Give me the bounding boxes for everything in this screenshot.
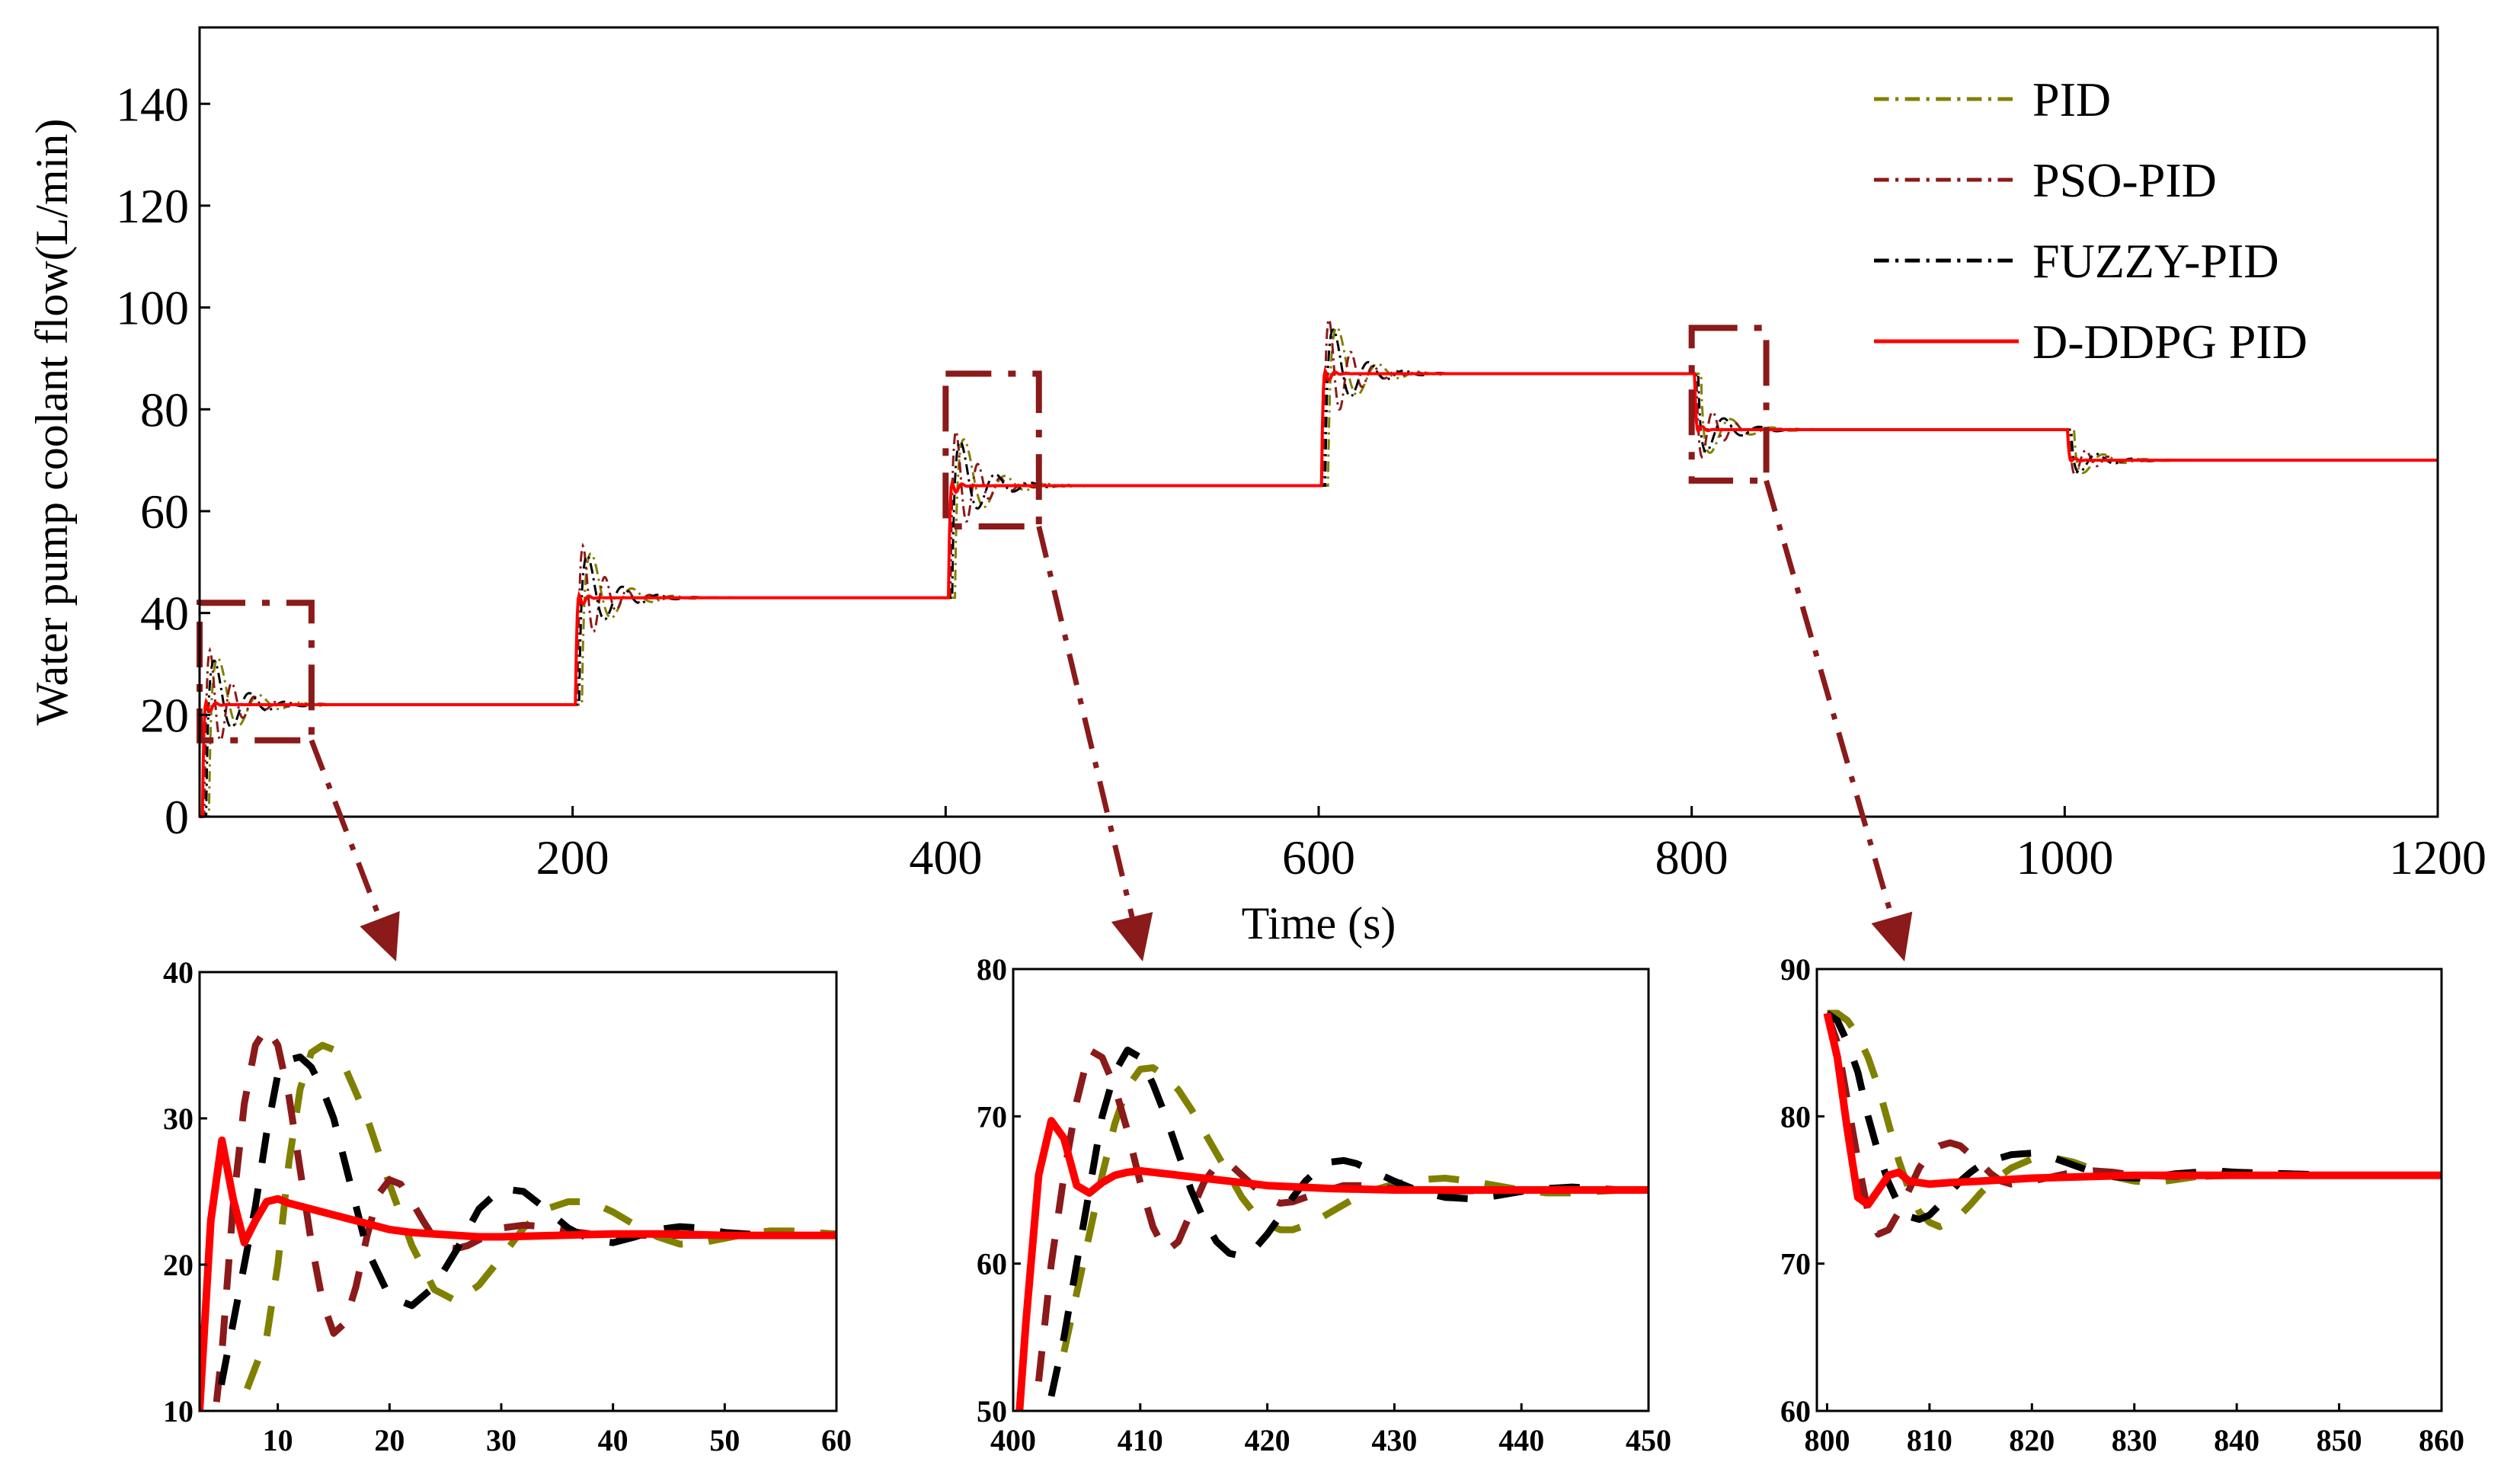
main-series-line <box>200 328 2438 818</box>
legend-label: PID <box>2032 72 2111 126</box>
zoom-series-group <box>1823 1009 2442 1238</box>
zoom-chart-2: 400 410 420 430 440 450 50 60 70 80 <box>977 952 1671 1457</box>
zoom-arrow-line <box>309 739 382 920</box>
zoom-x-tick-label: 840 <box>2214 1423 2259 1457</box>
zoom-x-tick-label: 20 <box>374 1423 405 1457</box>
zoom-x-tick-label: 60 <box>821 1423 852 1457</box>
zoom-charts-group: 10 20 30 40 50 60 10 20 30 40 400 410 420 430 440 450 50… <box>163 952 2464 1457</box>
zoom-box <box>197 600 315 744</box>
zoom-arrow-head <box>360 911 400 961</box>
legend-label: D-DDPG PID <box>2032 315 2307 369</box>
zoom-series-line <box>212 1024 836 1411</box>
zoom-series-line <box>1824 1010 2442 1224</box>
main-x-tick-label: 800 <box>1655 830 1729 884</box>
zoom-y-tick-label: 90 <box>1780 952 1811 987</box>
zoom-x-tick-label: 10 <box>263 1423 293 1457</box>
zoom-series-line <box>1060 1064 1649 1353</box>
zoom-x-tick-label: 800 <box>1804 1423 1850 1457</box>
main-x-tick-label: 1000 <box>2016 830 2113 884</box>
zoom-x-tick-label: 50 <box>709 1423 740 1457</box>
main-ticks-group: 200 400 600 800 1000 1200 0 20 40 60 80 100 120 140 <box>116 77 2486 884</box>
zoom-y-tick-label: 10 <box>163 1394 193 1428</box>
main-x-tick-label: 1200 <box>2389 830 2486 884</box>
main-y-axis-label: Water pump coolant flow(L/min) <box>27 119 77 726</box>
main-y-tick-label: 80 <box>140 382 189 437</box>
zoom-x-tick-label: 400 <box>990 1423 1036 1457</box>
zoom-y-tick-label: 80 <box>1780 1099 1811 1134</box>
main-series-line <box>200 315 2438 818</box>
zoom-plot-frame <box>198 971 838 1412</box>
zoom-arrow-line <box>1764 479 1895 919</box>
zoom-x-tick-label: 440 <box>1498 1423 1544 1457</box>
zoom-arrow-head <box>1871 911 1913 961</box>
zoom-y-tick-label: 20 <box>163 1248 193 1282</box>
zoom-y-tick-label: 60 <box>977 1247 1007 1281</box>
main-y-tick-label: 20 <box>140 688 189 742</box>
zoom-x-tick-label: 830 <box>2112 1423 2157 1457</box>
zoom-x-tick-label: 430 <box>1371 1423 1417 1457</box>
main-x-axis-label: Time (s) <box>1242 898 1396 948</box>
zoom-series-line <box>1015 1117 1649 1411</box>
zoom-y-tick-label: 70 <box>977 1099 1007 1134</box>
zoom-x-tick-label: 450 <box>1626 1423 1671 1457</box>
zoom-x-tick-label: 420 <box>1245 1423 1290 1457</box>
zoom-series-line <box>200 1136 836 1411</box>
zoom-series-line <box>213 1053 836 1411</box>
zoom-y-tick-label: 80 <box>977 952 1007 987</box>
zoom-box <box>942 370 1042 530</box>
zoom-series-line <box>1035 1046 1649 1382</box>
zoom-y-tick-label: 70 <box>1780 1247 1811 1281</box>
zoom-chart-1: 10 20 30 40 50 60 10 20 30 40 <box>163 955 852 1457</box>
zoom-arrows-group <box>309 479 1913 961</box>
zoom-series-line <box>1823 1012 2442 1209</box>
zoom-y-tick-label: 60 <box>1780 1394 1811 1428</box>
zoom-x-tick-label: 850 <box>2317 1423 2362 1457</box>
zoom-box <box>1688 325 1770 484</box>
main-x-tick-label: 400 <box>909 830 982 884</box>
main-x-tick-label: 200 <box>536 830 609 884</box>
main-y-tick-label: 140 <box>116 77 189 131</box>
main-y-tick-label: 40 <box>140 587 189 641</box>
zoom-x-tick-label: 810 <box>1907 1423 1952 1457</box>
zoom-series-line <box>1824 1012 2442 1238</box>
legend-label: PSO-PID <box>2032 153 2217 207</box>
zoom-x-tick-label: 30 <box>486 1423 516 1457</box>
main-chart: 200 400 600 800 1000 1200 0 20 40 60 80 100 120 140 T… <box>27 26 2486 948</box>
zoom-arrow-head <box>1111 912 1153 961</box>
zoom-chart-3: 800 810 820 830 840 850 860 60 70 80 90 <box>1780 952 2464 1457</box>
zoom-y-tick-label: 50 <box>977 1394 1007 1428</box>
main-series-line <box>200 326 2438 818</box>
main-series-group <box>200 315 2438 818</box>
zoom-series-group <box>200 1024 836 1411</box>
main-y-tick-label: 100 <box>116 281 189 335</box>
main-y-tick-label: 120 <box>116 179 189 233</box>
legend-label: FUZZY-PID <box>2032 234 2279 288</box>
main-x-tick-label: 600 <box>1282 830 1355 884</box>
zoom-series-line <box>237 1041 836 1411</box>
zoom-plot-frame <box>1815 968 2443 1412</box>
zoom-series-group <box>1015 1046 1649 1411</box>
zoom-series-line <box>1047 1046 1649 1397</box>
legend: PID PSO-PID FUZZY-PID D-DDPG PID <box>1874 72 2307 369</box>
main-plot-frame <box>198 26 2439 818</box>
zoom-x-tick-label: 40 <box>598 1423 628 1457</box>
main-y-tick-label: 0 <box>165 790 189 844</box>
zoom-series-line <box>1827 1009 2442 1230</box>
zoom-y-tick-label: 40 <box>163 955 193 990</box>
zoom-y-tick-label: 30 <box>163 1102 193 1136</box>
zoom-x-tick-label: 820 <box>2009 1423 2055 1457</box>
zoom-plot-frame <box>1012 968 1650 1412</box>
zoom-x-tick-label: 410 <box>1118 1423 1163 1457</box>
main-y-tick-label: 60 <box>140 485 189 539</box>
zoom-arrow-line <box>1036 526 1135 918</box>
zoom-boxes-group <box>197 325 1770 744</box>
main-series-line <box>200 366 2438 818</box>
zoom-x-tick-label: 860 <box>2419 1423 2464 1457</box>
